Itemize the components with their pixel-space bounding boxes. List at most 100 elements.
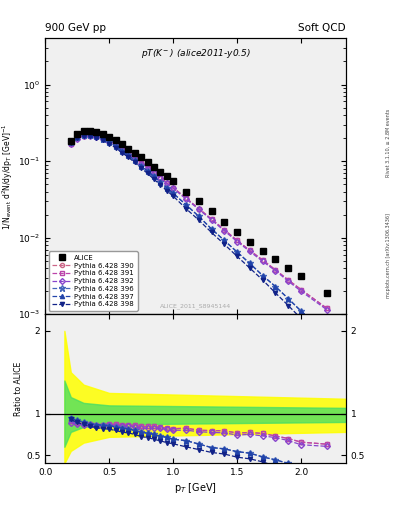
Pythia 6.428 397 xyxy=(299,308,303,314)
Pythia 6.428 390 xyxy=(222,227,227,233)
Pythia 6.428 392 xyxy=(100,136,105,142)
Pythia 6.428 396 xyxy=(158,179,163,185)
Pythia 6.428 390 xyxy=(164,180,169,186)
Pythia 6.428 398 xyxy=(248,265,252,271)
Pythia 6.428 390 xyxy=(145,165,150,171)
Pythia 6.428 396 xyxy=(248,261,252,267)
Pythia 6.428 398 xyxy=(299,315,303,322)
Pythia 6.428 398 xyxy=(139,165,143,171)
ALICE xyxy=(324,290,329,296)
Pythia 6.428 397 xyxy=(113,143,118,149)
ALICE xyxy=(286,265,291,271)
ALICE xyxy=(107,134,112,140)
Pythia 6.428 392 xyxy=(68,141,73,147)
Pythia 6.428 398 xyxy=(145,170,150,177)
Pythia 6.428 392 xyxy=(75,136,79,142)
Pythia 6.428 391 xyxy=(209,216,214,222)
Pythia 6.428 392 xyxy=(248,248,252,254)
Pythia 6.428 391 xyxy=(94,133,99,139)
Pythia 6.428 391 xyxy=(184,195,188,201)
Pythia 6.428 391 xyxy=(235,238,239,244)
Pythia 6.428 397 xyxy=(119,147,124,154)
Pythia 6.428 398 xyxy=(209,229,214,236)
Pythia 6.428 391 xyxy=(324,305,329,311)
Pythia 6.428 392 xyxy=(139,160,143,166)
Pythia 6.428 392 xyxy=(132,156,137,162)
Pythia 6.428 390 xyxy=(196,205,201,211)
Pythia 6.428 398 xyxy=(196,217,201,223)
Pythia 6.428 390 xyxy=(209,216,214,222)
Pythia 6.428 391 xyxy=(222,227,227,233)
Pythia 6.428 390 xyxy=(113,142,118,148)
Pythia 6.428 396 xyxy=(94,133,99,139)
Pythia 6.428 390 xyxy=(126,151,131,157)
Pythia 6.428 397 xyxy=(81,132,86,138)
Pythia 6.428 390 xyxy=(171,184,176,190)
Pythia 6.428 397 xyxy=(286,295,291,302)
Pythia 6.428 391 xyxy=(248,247,252,253)
Pythia 6.428 396 xyxy=(119,147,124,154)
Pythia 6.428 391 xyxy=(273,267,278,273)
Pythia 6.428 397 xyxy=(171,190,176,196)
ALICE xyxy=(222,219,227,225)
Pythia 6.428 391 xyxy=(107,138,112,144)
Pythia 6.428 390 xyxy=(107,138,112,144)
Pythia 6.428 390 xyxy=(299,287,303,293)
Pythia 6.428 391 xyxy=(158,175,163,181)
Pythia 6.428 396 xyxy=(139,163,143,169)
Pythia 6.428 396 xyxy=(324,330,329,336)
Pythia 6.428 392 xyxy=(88,133,92,139)
Pythia 6.428 392 xyxy=(158,175,163,181)
Pythia 6.428 396 xyxy=(171,190,176,196)
ALICE xyxy=(235,228,239,234)
ALICE xyxy=(100,131,105,137)
Pythia 6.428 392 xyxy=(286,278,291,284)
Pythia 6.428 397 xyxy=(126,152,131,158)
Pythia 6.428 392 xyxy=(324,307,329,313)
Text: pT(K$^-$) (alice2011-y0.5): pT(K$^-$) (alice2011-y0.5) xyxy=(141,47,250,60)
ALICE xyxy=(196,198,201,204)
Pythia 6.428 396 xyxy=(145,168,150,174)
ALICE xyxy=(145,159,150,165)
Pythia 6.428 392 xyxy=(260,259,265,265)
Pythia 6.428 396 xyxy=(209,226,214,232)
Text: Rivet 3.1.10, ≥ 2.8M events: Rivet 3.1.10, ≥ 2.8M events xyxy=(386,109,391,178)
Pythia 6.428 397 xyxy=(324,330,329,336)
Pythia 6.428 396 xyxy=(299,308,303,314)
ALICE xyxy=(171,178,176,184)
Pythia 6.428 398 xyxy=(184,205,188,211)
ALICE xyxy=(273,257,278,263)
Pythia 6.428 391 xyxy=(68,141,73,147)
Pythia 6.428 396 xyxy=(222,238,227,244)
Pythia 6.428 390 xyxy=(158,175,163,181)
Pythia 6.428 398 xyxy=(68,140,73,146)
ALICE xyxy=(260,248,265,254)
Pythia 6.428 397 xyxy=(75,134,79,140)
Pythia 6.428 398 xyxy=(324,339,329,346)
Pythia 6.428 390 xyxy=(94,133,99,139)
ALICE xyxy=(94,129,99,135)
Pythia 6.428 396 xyxy=(184,202,188,208)
Pythia 6.428 398 xyxy=(260,277,265,283)
Pythia 6.428 390 xyxy=(248,247,252,253)
Pythia 6.428 397 xyxy=(235,249,239,255)
Pythia 6.428 396 xyxy=(88,132,92,138)
Pythia 6.428 390 xyxy=(273,267,278,273)
ALICE xyxy=(81,128,86,134)
Pythia 6.428 390 xyxy=(81,133,86,139)
Line: ALICE: ALICE xyxy=(68,128,329,296)
Pythia 6.428 391 xyxy=(132,155,137,161)
Pythia 6.428 392 xyxy=(273,268,278,274)
Pythia 6.428 396 xyxy=(81,132,86,138)
ALICE xyxy=(75,131,79,137)
Pythia 6.428 397 xyxy=(209,226,214,232)
Pythia 6.428 396 xyxy=(235,249,239,255)
Pythia 6.428 397 xyxy=(94,133,99,139)
Pythia 6.428 397 xyxy=(196,214,201,220)
ALICE xyxy=(299,272,303,279)
Pythia 6.428 392 xyxy=(119,146,124,153)
Pythia 6.428 390 xyxy=(88,133,92,139)
Pythia 6.428 391 xyxy=(286,277,291,283)
Text: Soft QCD: Soft QCD xyxy=(298,23,346,33)
Pythia 6.428 391 xyxy=(299,287,303,293)
